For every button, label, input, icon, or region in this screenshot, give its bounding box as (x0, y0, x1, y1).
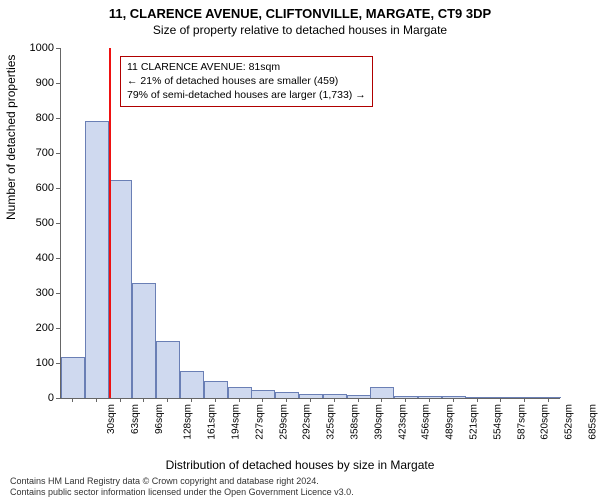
x-tick-label: 620sqm (540, 404, 551, 440)
x-tick-mark (215, 398, 216, 402)
x-tick-label: 652sqm (564, 404, 575, 440)
x-tick-mark (477, 398, 478, 402)
annotation-line: ← 21% of detached houses are smaller (45… (127, 74, 366, 88)
y-tick-label: 0 (14, 392, 54, 404)
x-tick-label: 194sqm (231, 404, 242, 440)
annotation-line: 79% of semi-detached houses are larger (… (127, 88, 366, 102)
x-tick-mark (262, 398, 263, 402)
x-tick-label: 227sqm (254, 404, 265, 440)
x-tick-mark (429, 398, 430, 402)
histogram-bar (204, 381, 228, 398)
x-tick-label: 96sqm (154, 404, 165, 434)
y-tick-mark (56, 118, 60, 119)
x-tick-mark (548, 398, 549, 402)
histogram-bar (156, 341, 180, 398)
y-tick-label: 500 (14, 217, 54, 229)
histogram-bar (228, 387, 252, 399)
annotation-box: 11 CLARENCE AVENUE: 81sqm ← 21% of detac… (120, 56, 373, 107)
x-tick-mark (500, 398, 501, 402)
x-tick-label: 325sqm (326, 404, 337, 440)
x-tick-label: 358sqm (350, 404, 361, 440)
chart-subtitle: Size of property relative to detached ho… (0, 21, 600, 37)
y-tick-mark (56, 328, 60, 329)
y-tick-mark (56, 293, 60, 294)
histogram-bar (61, 357, 85, 398)
x-tick-mark (453, 398, 454, 402)
x-tick-mark (167, 398, 168, 402)
y-tick-label: 300 (14, 287, 54, 299)
histogram-bar (370, 387, 394, 398)
x-tick-label: 521sqm (469, 404, 480, 440)
y-tick-mark (56, 363, 60, 364)
x-tick-label: 128sqm (183, 404, 194, 440)
y-tick-mark (56, 83, 60, 84)
attribution-footer: Contains HM Land Registry data © Crown c… (10, 476, 354, 498)
x-tick-label: 390sqm (373, 404, 384, 440)
histogram-bar (251, 390, 275, 398)
histogram-bar (109, 180, 133, 398)
x-tick-label: 63sqm (130, 404, 141, 434)
x-tick-mark (381, 398, 382, 402)
x-tick-mark (96, 398, 97, 402)
footer-line: Contains HM Land Registry data © Crown c… (10, 476, 354, 487)
x-tick-label: 587sqm (516, 404, 527, 440)
x-tick-label: 30sqm (106, 404, 117, 434)
y-tick-mark (56, 223, 60, 224)
y-tick-mark (56, 188, 60, 189)
x-tick-label: 456sqm (421, 404, 432, 440)
x-tick-label: 259sqm (278, 404, 289, 440)
footer-line: Contains public sector information licen… (10, 487, 354, 498)
x-tick-label: 489sqm (445, 404, 456, 440)
y-tick-label: 400 (14, 252, 54, 264)
y-tick-label: 900 (14, 77, 54, 89)
y-tick-mark (56, 398, 60, 399)
x-tick-mark (358, 398, 359, 402)
x-tick-mark (286, 398, 287, 402)
x-tick-mark (143, 398, 144, 402)
x-tick-label: 292sqm (302, 404, 313, 440)
x-tick-label: 423sqm (397, 404, 408, 440)
y-tick-label: 700 (14, 147, 54, 159)
annotation-line: 11 CLARENCE AVENUE: 81sqm (127, 60, 366, 74)
x-axis-label: Distribution of detached houses by size … (0, 458, 600, 472)
x-tick-mark (405, 398, 406, 402)
x-tick-mark (524, 398, 525, 402)
x-tick-mark (310, 398, 311, 402)
chart-title: 11, CLARENCE AVENUE, CLIFTONVILLE, MARGA… (0, 0, 600, 21)
histogram-bar (180, 371, 204, 398)
histogram-bar (85, 121, 109, 399)
x-tick-mark (120, 398, 121, 402)
y-tick-label: 800 (14, 112, 54, 124)
y-tick-mark (56, 258, 60, 259)
x-tick-label: 161sqm (207, 404, 218, 440)
y-tick-mark (56, 153, 60, 154)
y-tick-mark (56, 48, 60, 49)
x-tick-mark (191, 398, 192, 402)
x-tick-label: 685sqm (588, 404, 599, 440)
x-tick-mark (72, 398, 73, 402)
y-tick-label: 200 (14, 322, 54, 334)
property-marker-line (109, 48, 111, 398)
y-tick-label: 1000 (14, 42, 54, 54)
y-axis-line (60, 48, 61, 398)
y-tick-label: 600 (14, 182, 54, 194)
x-tick-mark (239, 398, 240, 402)
chart-area: 0100200300400500600700800900100030sqm63s… (60, 48, 560, 398)
y-tick-label: 100 (14, 357, 54, 369)
histogram-bar (132, 283, 156, 398)
x-tick-mark (334, 398, 335, 402)
x-tick-label: 554sqm (492, 404, 503, 440)
